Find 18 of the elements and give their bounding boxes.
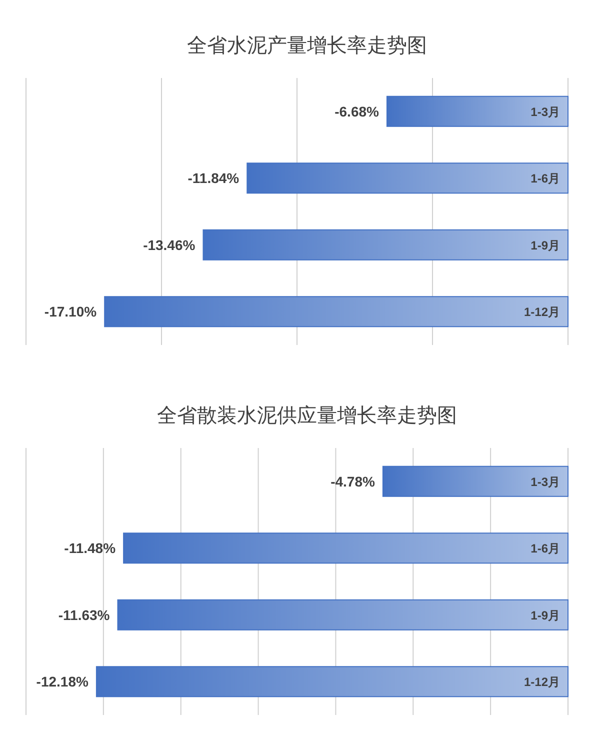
y-tick-label: 1-12月	[524, 305, 560, 320]
data-label: -6.68%	[334, 103, 380, 120]
data-label: -11.48%	[64, 540, 116, 556]
y-tick-label: 1-6月	[530, 542, 560, 556]
chart-title: 全省散装水泥供应量增长率走势图	[157, 405, 457, 427]
y-tick-label: 1-3月	[530, 474, 560, 489]
chart-title: 全省水泥产量增长率走势图	[187, 35, 427, 57]
y-tick-label: 1-9月	[530, 238, 560, 252]
data-label: -17.10%	[44, 304, 98, 320]
data-label: -12.18%	[36, 674, 89, 690]
data-label: -11.84%	[188, 170, 240, 186]
y-tick-label: 1-6月	[530, 172, 560, 186]
y-tick-label: 1-3月	[530, 104, 560, 119]
y-tick-label: 1-12月	[524, 675, 560, 690]
data-label: -11.63%	[58, 606, 110, 623]
data-label: -13.46%	[143, 236, 196, 253]
data-label: -4.78%	[330, 473, 376, 490]
y-tick-label: 1-9月	[530, 608, 560, 622]
